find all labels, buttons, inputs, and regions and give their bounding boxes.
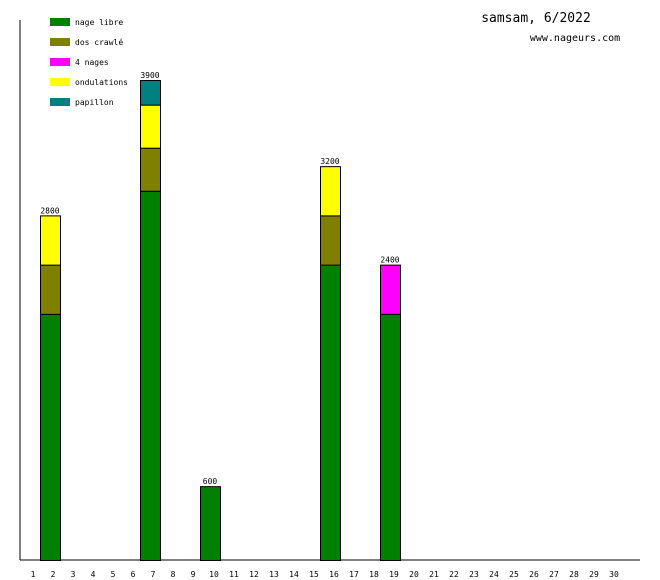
x-tick-label: 20 [409, 570, 419, 579]
bar-segment-ondulations [320, 166, 341, 217]
legend-label: nage libre [75, 18, 123, 27]
website-label: www.nageurs.com [530, 33, 620, 44]
x-tick-label: 4 [91, 570, 96, 579]
x-tick-label: 11 [229, 570, 239, 579]
bar-segment-dos-crawl- [40, 264, 61, 315]
x-tick-label: 3 [71, 570, 76, 579]
legend-label: 4 nages [75, 58, 109, 67]
x-tick-label: 5 [111, 570, 116, 579]
x-tick-label: 22 [449, 570, 459, 579]
x-tick-label: 8 [171, 570, 176, 579]
bar-segment-ondulations [140, 104, 161, 149]
legend-label: dos crawlé [75, 37, 123, 47]
x-tick-label: 17 [349, 570, 359, 579]
bars [40, 80, 401, 561]
bar-segment-nage-libre [40, 313, 61, 561]
x-tick-label: 7 [151, 570, 156, 579]
bar-total-labels: 2800 3900 600 3200 2400 [40, 71, 399, 486]
x-tick-label: 27 [549, 570, 559, 579]
bar-segment-dos-crawl- [320, 215, 341, 266]
legend-label: ondulations [75, 78, 128, 87]
bar-total-label: 3200 [320, 157, 339, 166]
bar-segment-nage-libre [380, 313, 401, 561]
x-tick-label: 6 [131, 570, 136, 579]
x-tick-label: 15 [309, 570, 319, 579]
x-tick-label: 14 [289, 570, 299, 579]
x-tick-label: 1 [31, 570, 36, 579]
x-tick-label: 18 [369, 570, 379, 579]
x-tick-label: 24 [489, 570, 499, 579]
x-tick-label: 25 [509, 570, 519, 579]
legend-swatch [50, 38, 70, 46]
bar-segment-dos-crawl- [140, 147, 161, 192]
bar-total-label: 2400 [380, 256, 399, 265]
bar-segment-nage-libre [140, 190, 161, 561]
x-tick-label: 29 [589, 570, 599, 579]
bar-total-label: 2800 [40, 206, 59, 215]
legend-swatch [50, 18, 70, 26]
bar-segment-ondulations [40, 215, 61, 266]
legend-label: papillon [75, 98, 114, 107]
bar-segment-papillon [140, 80, 161, 106]
x-tick-label: 30 [609, 570, 619, 579]
x-tick-label: 9 [191, 570, 196, 579]
bar-total-label: 3900 [140, 71, 159, 80]
bar-segment-nage-libre [320, 264, 341, 561]
legend-swatch [50, 58, 70, 66]
chart-title: samsam, 6/2022 [481, 11, 591, 26]
x-tick-label: 28 [569, 570, 579, 579]
x-tick-label: 2 [51, 570, 56, 579]
legend-swatch [50, 98, 70, 106]
x-tick-label: 10 [209, 570, 219, 579]
bar-total-label: 600 [203, 477, 218, 486]
x-tick-label: 23 [469, 570, 479, 579]
x-tick-label: 21 [429, 570, 439, 579]
x-tick-label: 26 [529, 570, 539, 579]
legend: nage libre dos crawlé 4 nages ondulations pa… [50, 18, 128, 107]
x-tick-labels: 1 2 3 4 5 6 7 8 9 10 11 12 13 14 15 16 17 18 19 20 21 22 23 24 2… [31, 570, 619, 579]
x-tick-label: 13 [269, 570, 279, 579]
x-tick-label: 19 [389, 570, 399, 579]
bar-segment-4-nages [380, 264, 401, 315]
x-tick-label: 12 [249, 570, 259, 579]
bar-segment-nage-libre [200, 486, 221, 561]
x-tick-label: 16 [329, 570, 339, 579]
legend-swatch [50, 78, 70, 86]
